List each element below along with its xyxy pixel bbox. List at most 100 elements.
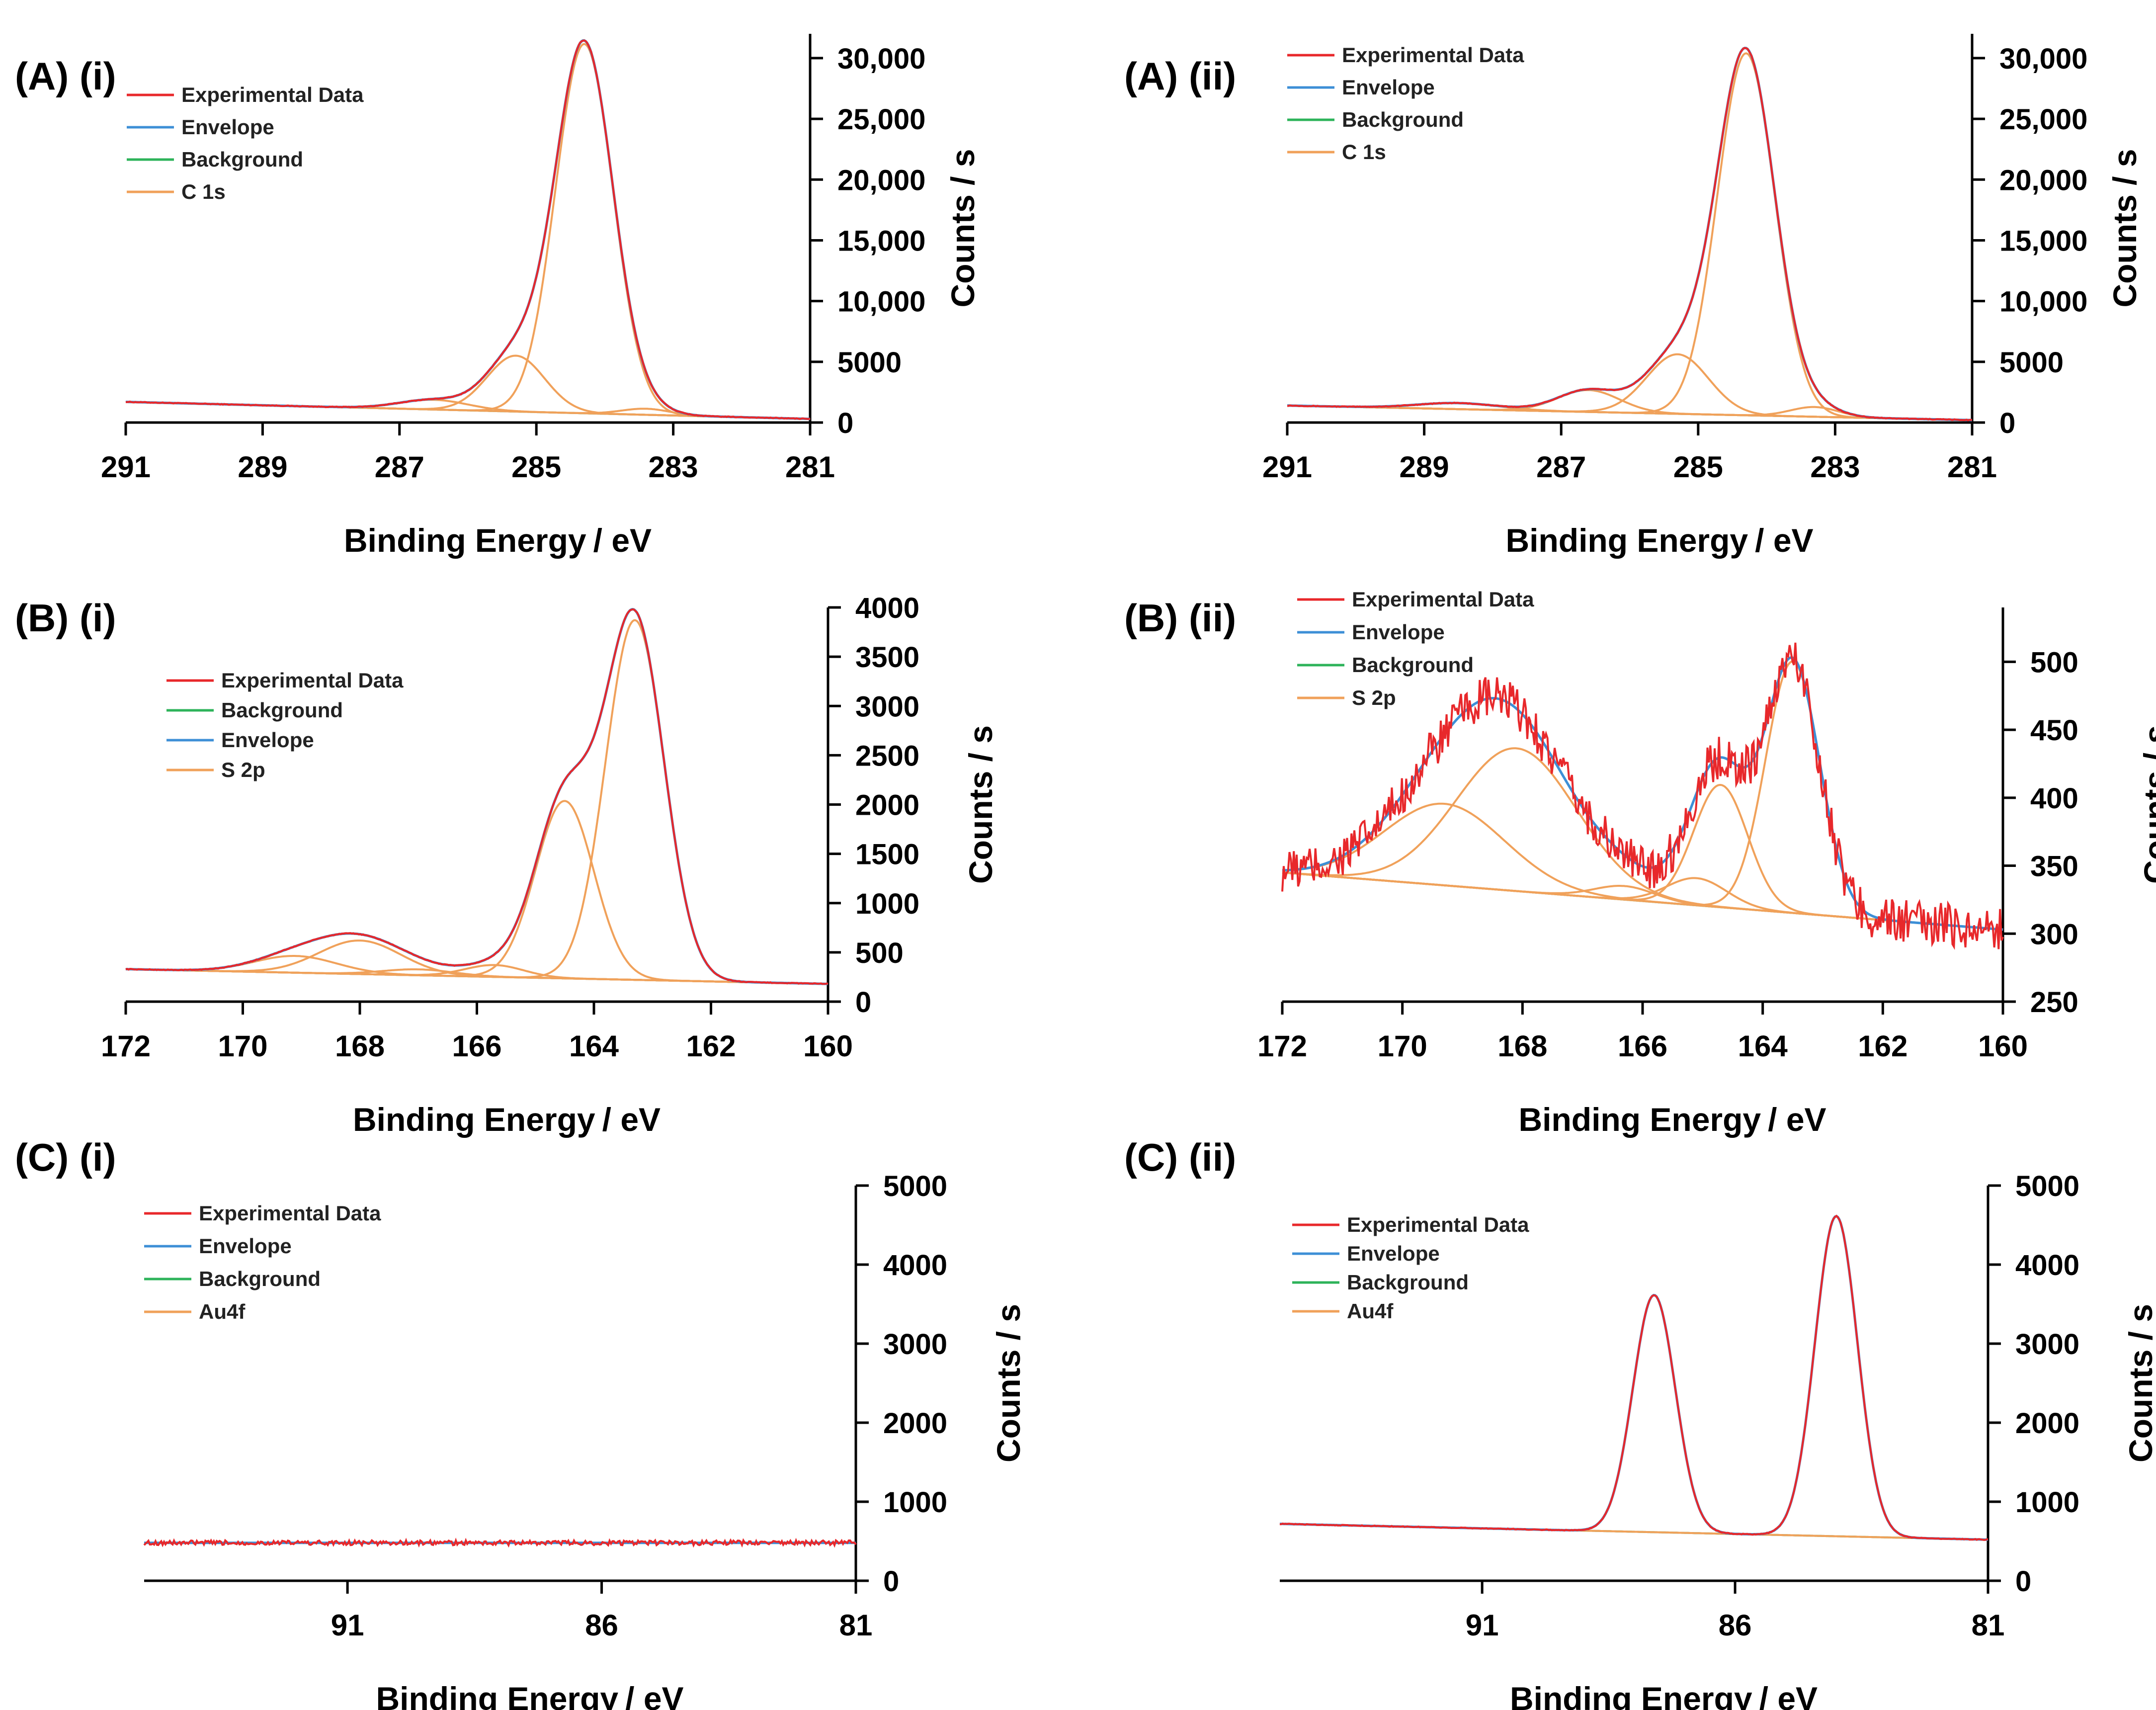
series-experimental-line	[143, 1538, 857, 1548]
y-tick-label: 15,000	[1999, 225, 2087, 257]
legend-label: Envelope	[181, 115, 274, 139]
x-axis-title: Binding Energy / eV	[376, 1680, 683, 1710]
legend: Experimental Data Envelope Background C 1s	[1287, 43, 1524, 164]
x-tick-label: 291	[1262, 450, 1312, 484]
y-tick-label: 0	[855, 986, 871, 1019]
legend-label: Background	[199, 1267, 321, 1290]
legend-label: Au4f	[199, 1300, 246, 1323]
panel-c-i: 91 86 81 0 1000 2000 3000 4000 5000 Binding Energ…	[15, 1135, 1027, 1710]
x-axis-label: Binding Energy	[376, 1680, 618, 1710]
y-axis-title: Counts / s	[2122, 1304, 2156, 1462]
x-tick-label: 289	[238, 450, 287, 484]
series-envelope-line	[1287, 46, 1972, 422]
x-axis-unit: / eV	[625, 1680, 683, 1710]
x-tick-label: 164	[1738, 1029, 1788, 1063]
y-tick-label: 500	[855, 937, 904, 969]
y-tick-label: 500	[2030, 646, 2078, 679]
y-tick-label: 1500	[855, 839, 919, 871]
series-experimental-line	[1287, 47, 1972, 422]
y-tick-label: 300	[2030, 918, 2078, 950]
y-tick-label: 2000	[855, 789, 919, 822]
y-tick-label: 4000	[2015, 1249, 2079, 1282]
panel-label: (A) (i)	[15, 54, 116, 98]
y-tick-label: 15,000	[837, 225, 925, 257]
legend-label: Envelope	[1352, 620, 1445, 644]
y-tick-label: 5000	[1999, 346, 2064, 379]
x-tick-label: 170	[1378, 1029, 1427, 1063]
x-tick-label: 283	[649, 450, 698, 484]
x-tick-label: 283	[1810, 450, 1860, 484]
panel-label: (B) (i)	[15, 596, 116, 640]
x-axis-unit: / eV	[593, 522, 652, 559]
x-tick-label: 162	[686, 1029, 736, 1063]
x-tick-label: 172	[101, 1029, 151, 1063]
legend-label: Experimental Data	[181, 83, 364, 106]
y-axis-title: Counts / s	[962, 725, 999, 884]
series-experimental-line	[125, 608, 829, 985]
legend: Experimental Data Envelope Background Au4f	[1292, 1213, 1529, 1323]
legend-label: Experimental Data	[1347, 1213, 1529, 1236]
x-tick-label: 86	[585, 1609, 618, 1642]
y-tick-label: 25,000	[837, 103, 925, 136]
x-tick-label: 168	[335, 1029, 385, 1063]
x-tick-label: 160	[803, 1029, 853, 1063]
legend-label: Background	[1352, 653, 1474, 677]
legend-label: Background	[1347, 1271, 1469, 1294]
y-tick-label: 5000	[2015, 1170, 2079, 1202]
panel-label: (C) (ii)	[1124, 1135, 1236, 1179]
y-tick-label: 30,000	[1999, 43, 2087, 75]
y-tick-label: 1000	[855, 888, 919, 920]
legend-label: Envelope	[221, 728, 314, 752]
y-tick-label: 4000	[883, 1249, 947, 1282]
x-tick-label: 291	[101, 450, 151, 484]
series-component-peak	[126, 800, 828, 985]
x-axis-label: Binding Energy	[1505, 522, 1748, 559]
x-axis-unit: / eV	[1768, 1101, 1826, 1138]
series-component-peak	[1282, 747, 2003, 931]
series-experimental-line	[1279, 1214, 1989, 1541]
y-axis-title: Counts / s	[990, 1304, 1027, 1462]
x-axis-label: Binding Energy	[344, 522, 586, 559]
y-tick-label: 400	[2030, 782, 2078, 815]
legend-label: C 1s	[1342, 140, 1386, 164]
legend-label: S 2p	[221, 758, 265, 781]
x-axis-unit: / eV	[602, 1101, 661, 1138]
x-tick-label: 281	[1947, 450, 1997, 484]
legend-label: Experimental Data	[199, 1201, 381, 1225]
legend: Experimental Data Envelope Background Au4f	[144, 1201, 381, 1323]
plot-area	[1279, 1214, 1989, 1541]
y-tick-label: 1000	[883, 1486, 947, 1519]
panel-label: (C) (i)	[15, 1135, 116, 1179]
legend-label: Experimental Data	[221, 669, 404, 692]
y-tick-label: 350	[2030, 851, 2078, 883]
legend: Experimental Data Envelope Background C 1s	[127, 83, 364, 203]
legend-label: Envelope	[1342, 76, 1435, 99]
y-tick-label: 4000	[855, 592, 919, 624]
legend-label: S 2p	[1352, 686, 1396, 709]
y-tick-label: 5000	[837, 346, 902, 379]
y-tick-label: 0	[883, 1565, 899, 1598]
x-axis-unit: / eV	[1755, 522, 1813, 559]
y-tick-label: 250	[2030, 986, 2078, 1019]
y-tick-label: 0	[837, 407, 853, 439]
legend-label: Envelope	[1347, 1242, 1440, 1265]
y-tick-label: 0	[1999, 407, 2015, 439]
y-tick-label: 1000	[2015, 1486, 2079, 1519]
legend-label: Experimental Data	[1352, 588, 1534, 611]
y-tick-label: 25,000	[1999, 103, 2087, 136]
panel-label: (B) (ii)	[1124, 596, 1236, 640]
x-axis-unit: / eV	[1759, 1680, 1818, 1710]
x-axis-label: Binding Energy	[1518, 1101, 1761, 1138]
legend-label: Background	[181, 148, 303, 171]
x-axis-title: Binding Energy / eV	[1510, 1680, 1818, 1710]
y-tick-label: 30,000	[837, 43, 925, 75]
y-axis-title: Counts / s	[944, 149, 981, 307]
legend-label: Background	[221, 698, 343, 722]
y-tick-label: 10,000	[1999, 286, 2087, 318]
y-tick-label: 0	[2015, 1565, 2031, 1598]
series-component-peak	[126, 968, 828, 985]
series-experimental-line	[125, 39, 811, 420]
